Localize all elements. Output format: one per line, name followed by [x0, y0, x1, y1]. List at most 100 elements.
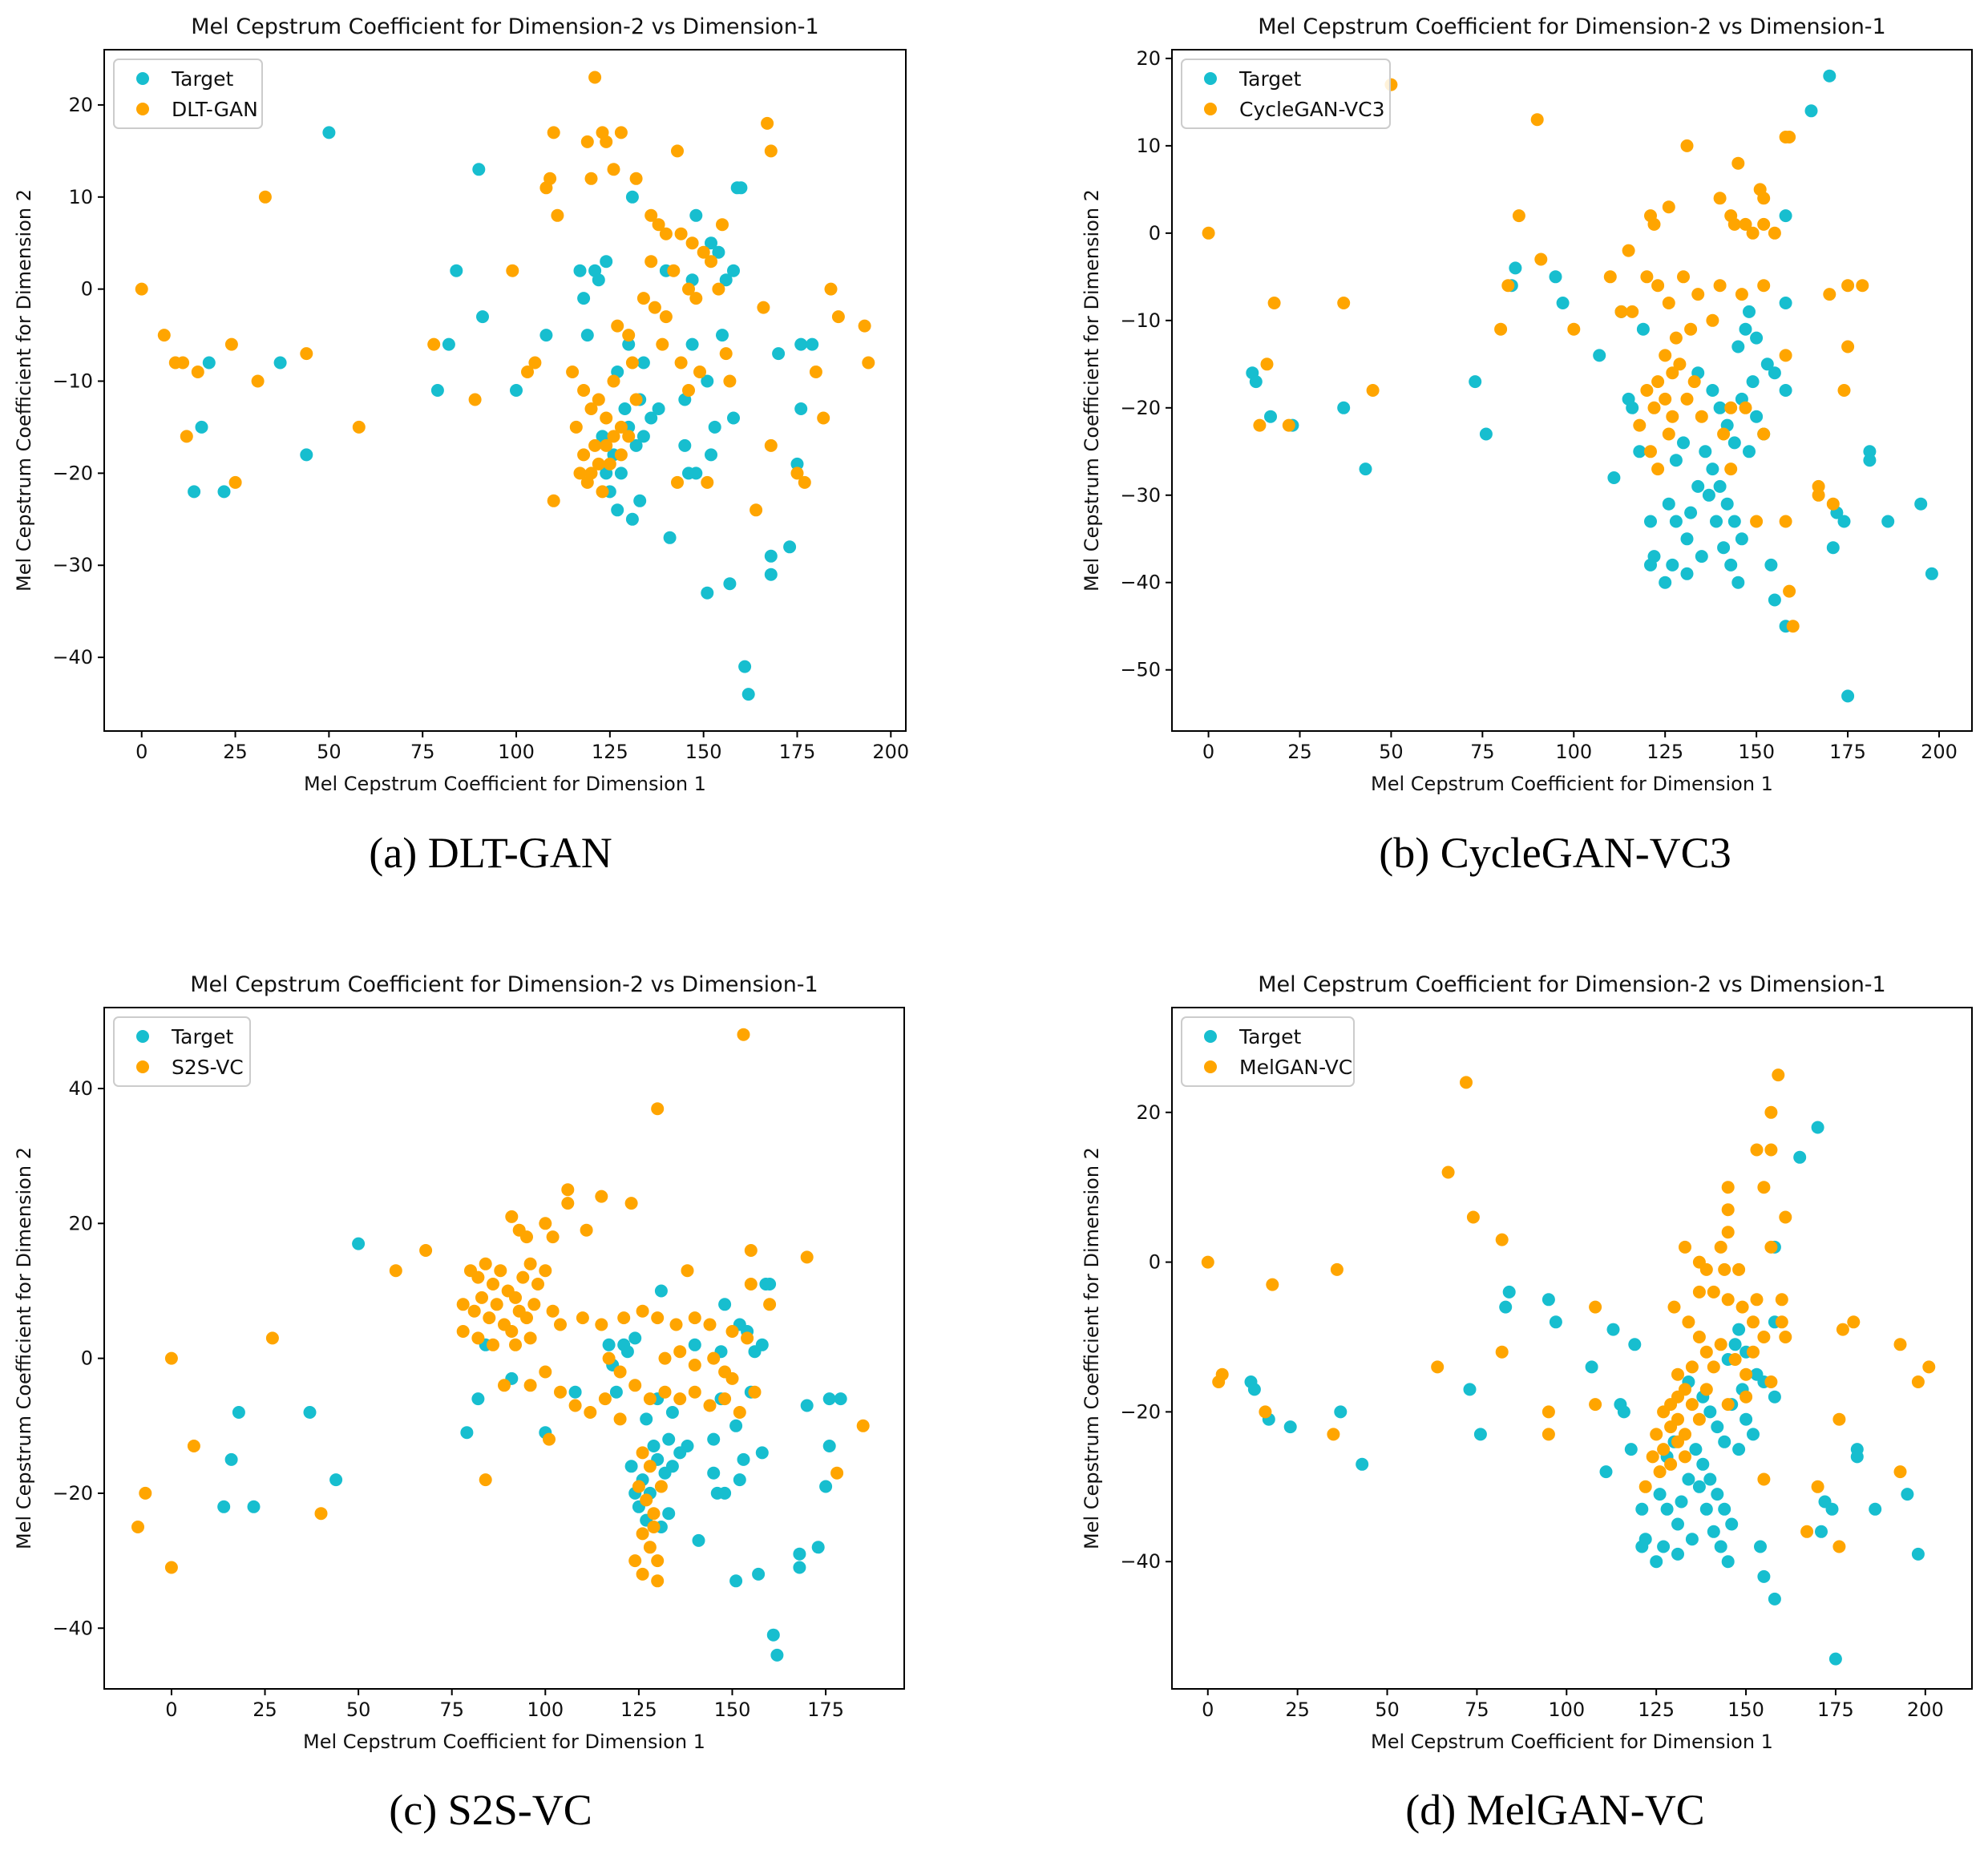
x-tick-label: 50	[346, 1699, 371, 1721]
data-point	[1684, 322, 1698, 336]
data-point	[1603, 270, 1617, 284]
chart-title: Mel Cepstrum Coefficient for Dimension-2…	[1258, 972, 1885, 997]
data-point	[1699, 1502, 1713, 1516]
data-point	[701, 586, 714, 600]
data-point	[1740, 1390, 1753, 1404]
data-point	[471, 1331, 485, 1345]
data-point	[568, 1385, 582, 1399]
x-tick-label: 150	[714, 1699, 751, 1721]
data-point	[1260, 357, 1274, 371]
data-point	[1675, 1495, 1688, 1509]
data-point	[644, 208, 658, 222]
data-point	[1706, 384, 1719, 397]
data-point	[673, 1345, 687, 1359]
data-point	[667, 264, 681, 277]
data-point	[1473, 1428, 1487, 1441]
data-point	[588, 71, 602, 84]
data-point	[658, 1351, 672, 1365]
data-point	[764, 568, 778, 581]
data-point	[1713, 279, 1727, 293]
data-point	[1696, 1457, 1710, 1471]
data-point	[1677, 270, 1690, 284]
x-tick-label: 100	[527, 1699, 564, 1721]
data-point	[475, 1291, 488, 1304]
data-point	[487, 1278, 499, 1291]
data-point	[1334, 1405, 1348, 1419]
data-point	[1650, 1555, 1663, 1569]
data-point	[1764, 1375, 1778, 1388]
data-point	[811, 1541, 825, 1554]
data-point	[741, 1331, 754, 1345]
data-point	[1707, 1525, 1720, 1538]
legend-marker	[136, 1060, 149, 1073]
legend-marker	[136, 72, 149, 85]
data-point	[1764, 1143, 1778, 1157]
data-point	[1721, 1226, 1735, 1239]
series-target	[1244, 1121, 1925, 1666]
x-tick-label: 150	[1738, 741, 1775, 763]
data-point	[729, 1574, 743, 1588]
x-tick-label: 25	[223, 741, 248, 763]
data-point	[1431, 1360, 1445, 1374]
data-point	[1779, 384, 1792, 397]
data-point	[476, 310, 489, 324]
x-tick-label: 75	[439, 1699, 464, 1721]
legend: Target DLT-GAN	[113, 59, 263, 129]
data-point	[678, 438, 692, 452]
legend-label: Target	[171, 67, 234, 91]
legend-label: DLT-GAN	[172, 98, 258, 121]
data-point	[737, 1028, 750, 1041]
data-point	[1640, 384, 1654, 397]
data-point	[1714, 1338, 1727, 1351]
data-point	[1825, 1502, 1839, 1516]
data-point	[692, 1533, 705, 1547]
data-point	[1710, 515, 1723, 528]
data-point	[688, 1311, 701, 1325]
data-point	[602, 1351, 616, 1365]
data-point	[523, 1331, 537, 1345]
y-tick-label: −50	[1120, 659, 1161, 681]
data-point	[689, 208, 703, 222]
data-point	[640, 1412, 653, 1426]
data-point	[723, 374, 737, 388]
data-point	[1768, 1592, 1781, 1606]
data-point	[595, 1190, 608, 1203]
data-point	[1727, 436, 1741, 450]
data-point	[1750, 1143, 1764, 1157]
data-point	[539, 1217, 552, 1230]
data-point	[1841, 689, 1855, 703]
data-point	[1624, 1443, 1638, 1456]
data-point	[1811, 1480, 1824, 1493]
data-point	[539, 1365, 552, 1379]
data-point	[1664, 1457, 1678, 1471]
data-point	[1706, 313, 1719, 327]
x-axis-label: Mel Cepstrum Coefficient for Dimension 1	[1371, 773, 1773, 795]
data-point	[546, 1230, 560, 1244]
data-point	[1768, 226, 1781, 240]
data-point	[588, 438, 602, 452]
data-point	[1644, 515, 1657, 528]
data-point	[640, 1493, 653, 1507]
data-point	[1721, 1398, 1735, 1412]
legend-label: Target	[1238, 67, 1302, 91]
data-point	[329, 1473, 343, 1487]
data-point	[1495, 1233, 1509, 1246]
plot-frame	[1171, 49, 1973, 732]
data-point	[554, 1318, 567, 1331]
data-point	[1731, 576, 1745, 589]
y-tick-label: 0	[81, 278, 93, 301]
chart-title: Mel Cepstrum Coefficient for Dimension-2…	[190, 972, 818, 997]
data-point	[809, 366, 822, 378]
data-point	[659, 227, 673, 240]
data-point	[1359, 462, 1372, 476]
data-point	[573, 264, 587, 277]
data-point	[611, 319, 624, 333]
series-generated	[131, 1028, 870, 1588]
data-point	[1725, 1517, 1739, 1531]
x-tick-label: 50	[317, 741, 341, 763]
data-point	[1740, 1367, 1753, 1381]
data-point	[1460, 1076, 1473, 1089]
data-point	[603, 457, 616, 471]
data-point	[1812, 488, 1825, 502]
data-point	[1718, 1262, 1731, 1276]
